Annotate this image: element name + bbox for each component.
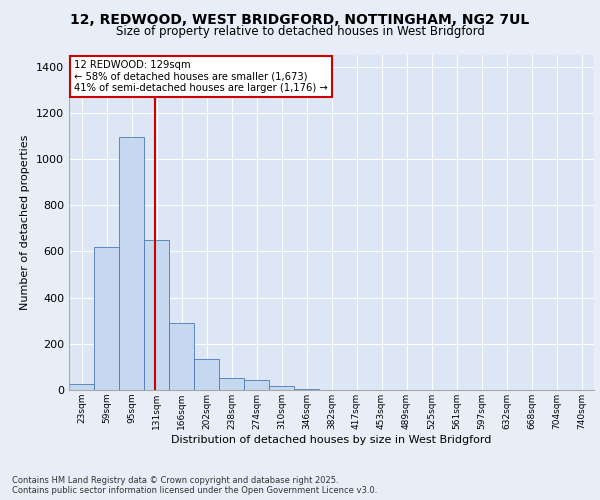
Bar [119,137,144,390]
Bar [94,247,119,390]
Bar [169,323,194,390]
Bar [194,359,219,390]
Text: 12, REDWOOD, WEST BRIDGFORD, NOTTINGHAM, NG2 7UL: 12, REDWOOD, WEST BRIDGFORD, NOTTINGHAM,… [70,12,530,26]
Bar [244,380,269,390]
Bar [69,384,94,390]
Bar [144,240,169,390]
Bar [219,378,244,390]
Bar [269,386,294,390]
Text: Contains HM Land Registry data © Crown copyright and database right 2025.: Contains HM Land Registry data © Crown c… [12,476,338,485]
Y-axis label: Number of detached properties: Number of detached properties [20,135,31,310]
Text: 12 REDWOOD: 129sqm
← 58% of detached houses are smaller (1,673)
41% of semi-deta: 12 REDWOOD: 129sqm ← 58% of detached hou… [74,60,328,93]
X-axis label: Distribution of detached houses by size in West Bridgford: Distribution of detached houses by size … [172,434,491,444]
Text: Contains public sector information licensed under the Open Government Licence v3: Contains public sector information licen… [12,486,377,495]
Text: Size of property relative to detached houses in West Bridgford: Size of property relative to detached ho… [116,25,484,38]
